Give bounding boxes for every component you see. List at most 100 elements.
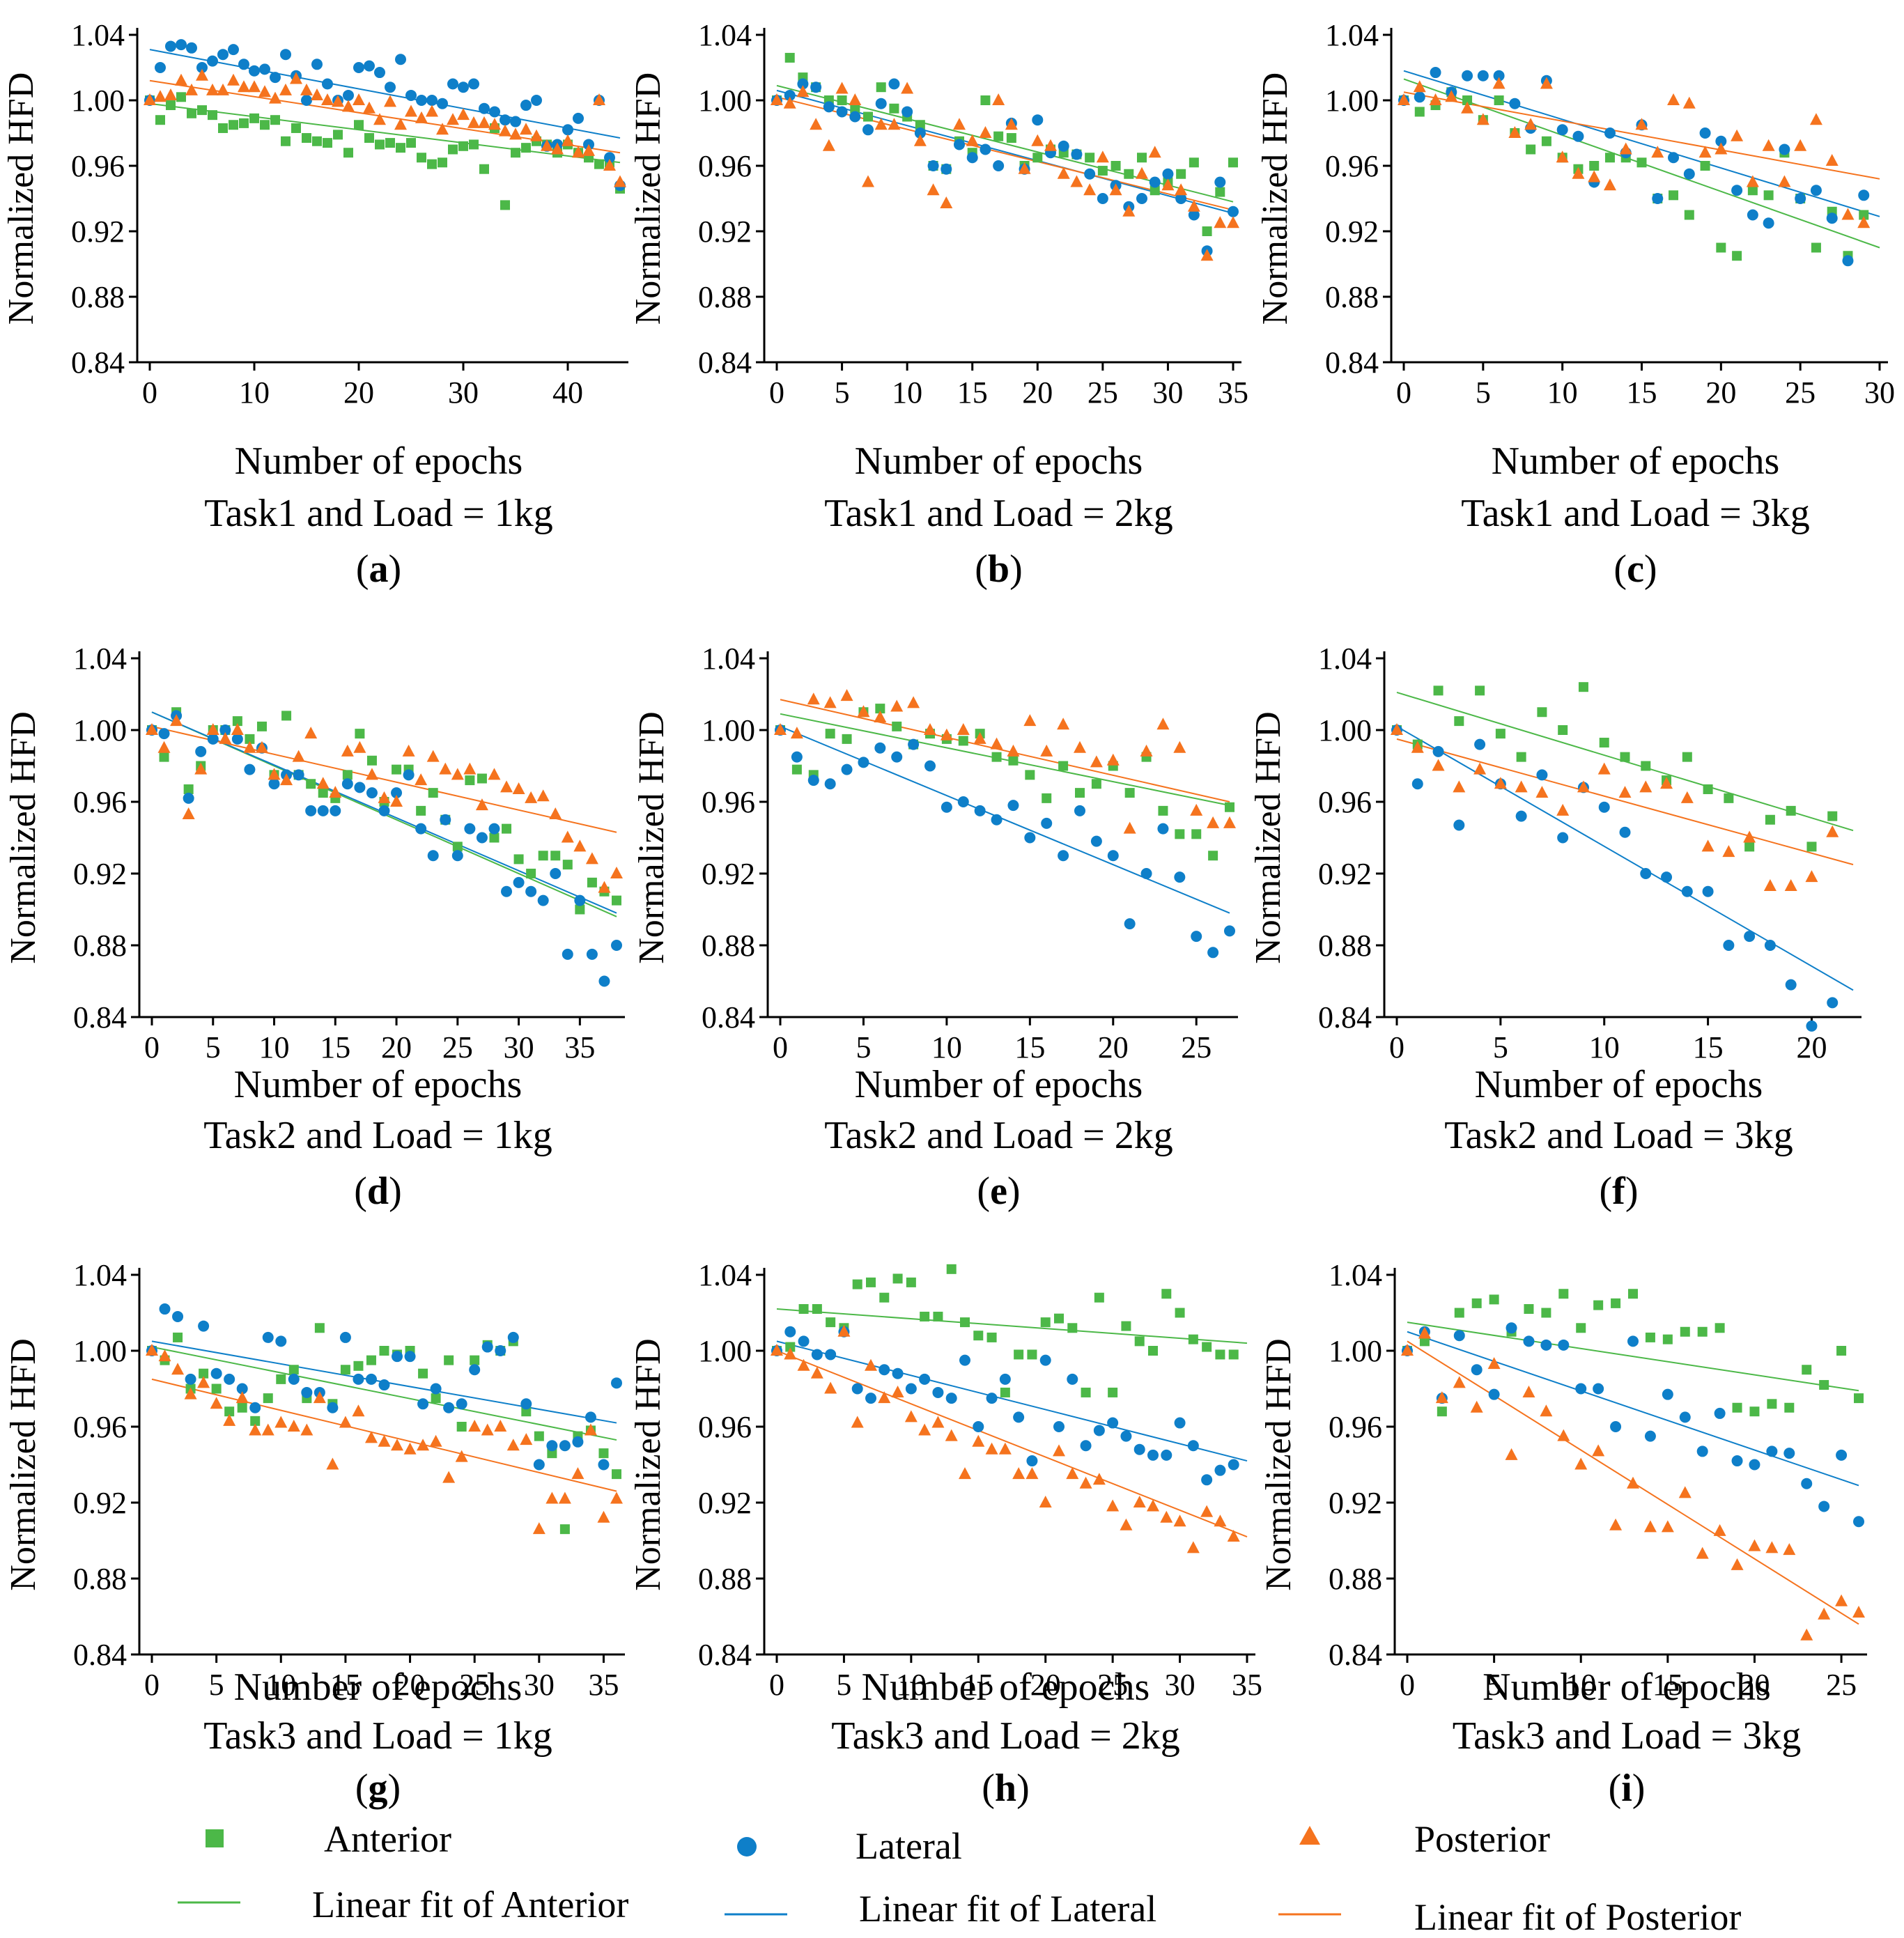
data-point-posterior [210, 1397, 223, 1409]
x-tick-label: 25 [1088, 375, 1118, 410]
data-point-posterior [402, 744, 415, 757]
data-point-posterior [891, 1385, 904, 1397]
data-point-posterior [862, 175, 874, 187]
data-point-posterior [182, 807, 195, 820]
data-point-posterior [146, 723, 158, 735]
data-point-anterior [288, 1365, 299, 1375]
data-point-posterior [1715, 142, 1728, 155]
data-point-posterior [1470, 1400, 1483, 1413]
data-point-lateral [479, 102, 490, 114]
data-point-lateral [791, 751, 803, 763]
panel-label: (d) [354, 1170, 401, 1213]
x-tick-label: 5 [836, 1668, 851, 1702]
data-point-lateral [784, 1326, 796, 1338]
data-point-anterior [1732, 1402, 1742, 1413]
data-point-posterior [439, 762, 452, 775]
data-point-anterior [1854, 1393, 1864, 1404]
data-point-lateral [1414, 91, 1425, 103]
data-point-posterior [807, 692, 820, 705]
data-point-anterior [385, 138, 395, 148]
data-point-anterior [1228, 1349, 1239, 1360]
data-point-anterior [594, 159, 604, 169]
data-point-anterior [1703, 784, 1713, 794]
data-point-lateral [611, 940, 622, 951]
y-tick-label: 0.84 [702, 1000, 755, 1034]
x-tick-label: 10 [1589, 1030, 1620, 1064]
data-point-posterior [1398, 93, 1410, 105]
data-point-anterior [306, 779, 316, 789]
data-point-lateral [1214, 176, 1226, 188]
data-point-anterior [208, 110, 217, 121]
data-point-lateral [330, 805, 341, 816]
data-point-lateral [415, 823, 427, 835]
data-point-posterior [774, 723, 787, 735]
data-point-anterior [1006, 133, 1016, 144]
data-point-lateral [1477, 70, 1489, 82]
data-point-lateral [155, 62, 166, 73]
data-point-posterior [1778, 175, 1791, 187]
x-tick-label: 0 [142, 375, 157, 410]
data-point-lateral [1432, 745, 1444, 757]
data-point-anterior [1806, 842, 1817, 852]
data-point-lateral [1174, 871, 1186, 883]
y-tick-label: 0.88 [73, 1562, 127, 1596]
data-point-posterior [603, 159, 616, 171]
data-point-lateral [858, 757, 869, 768]
x-tick-label: 0 [1389, 1030, 1404, 1064]
data-point-posterior [197, 1376, 210, 1388]
data-point-posterior [1635, 118, 1648, 130]
legend-anterior-marker [206, 1829, 224, 1847]
data-point-lateral [1032, 114, 1044, 126]
data-point-posterior [1160, 1510, 1173, 1523]
data-point-posterior [771, 1344, 783, 1356]
x-tick-label: 20 [1796, 1030, 1827, 1064]
data-point-posterior [572, 146, 585, 158]
data-point-lateral [317, 805, 329, 816]
data-point-lateral [430, 1383, 442, 1395]
data-point-posterior [824, 1381, 837, 1394]
data-point-anterior [513, 854, 524, 865]
data-point-posterior [313, 1391, 326, 1404]
x-axis-label: Number of epochs [855, 1063, 1143, 1106]
data-point-posterior [467, 116, 480, 128]
data-point-posterior [500, 780, 513, 793]
data-point-posterior [227, 73, 240, 86]
data-point-anterior [183, 784, 194, 794]
data-point-posterior [304, 727, 318, 739]
data-point-lateral [825, 1349, 837, 1361]
legend-fit-anterior-label: Linear fit of Anterior [312, 1884, 628, 1925]
data-point-posterior [1147, 1499, 1159, 1512]
data-point-anterior [1576, 1323, 1586, 1333]
x-axis-label: Number of epochs [234, 1666, 523, 1709]
data-point-lateral [1157, 823, 1169, 835]
data-point-lateral [249, 65, 260, 77]
data-point-lateral [447, 78, 458, 90]
data-point-anterior [612, 895, 621, 906]
data-point-posterior [561, 830, 574, 843]
data-point-anterior [879, 1292, 890, 1303]
data-point-posterior [1818, 1607, 1831, 1620]
y-tick-label: 1.04 [702, 642, 755, 676]
data-point-anterior [396, 143, 405, 153]
data-point-posterior [1746, 175, 1759, 187]
data-point-lateral [798, 1335, 810, 1347]
y-tick-label: 1.04 [73, 1258, 127, 1292]
data-point-posterior [321, 93, 334, 105]
data-point-lateral [525, 885, 537, 897]
chart-title: Task2 and Load = 3kg [1444, 1114, 1793, 1157]
data-point-anterior [1175, 829, 1185, 839]
data-point-posterior [1453, 780, 1466, 793]
data-point-lateral [228, 44, 239, 56]
data-point-lateral [1661, 871, 1673, 883]
data-point-anterior [920, 1311, 930, 1321]
data-point-lateral [1523, 1335, 1535, 1347]
panel-a: 0.84 0.88 0.92 0.96 1.00 1.04 0 10 20 30 40 Normali… [1, 18, 628, 591]
data-point-anterior [1134, 1336, 1145, 1347]
data-point-posterior [1661, 1520, 1674, 1533]
data-point-lateral [879, 1364, 890, 1376]
data-point-lateral [1474, 738, 1486, 750]
data-point-anterior [343, 148, 353, 158]
data-point-lateral [339, 1331, 351, 1343]
data-point-posterior [907, 696, 920, 708]
